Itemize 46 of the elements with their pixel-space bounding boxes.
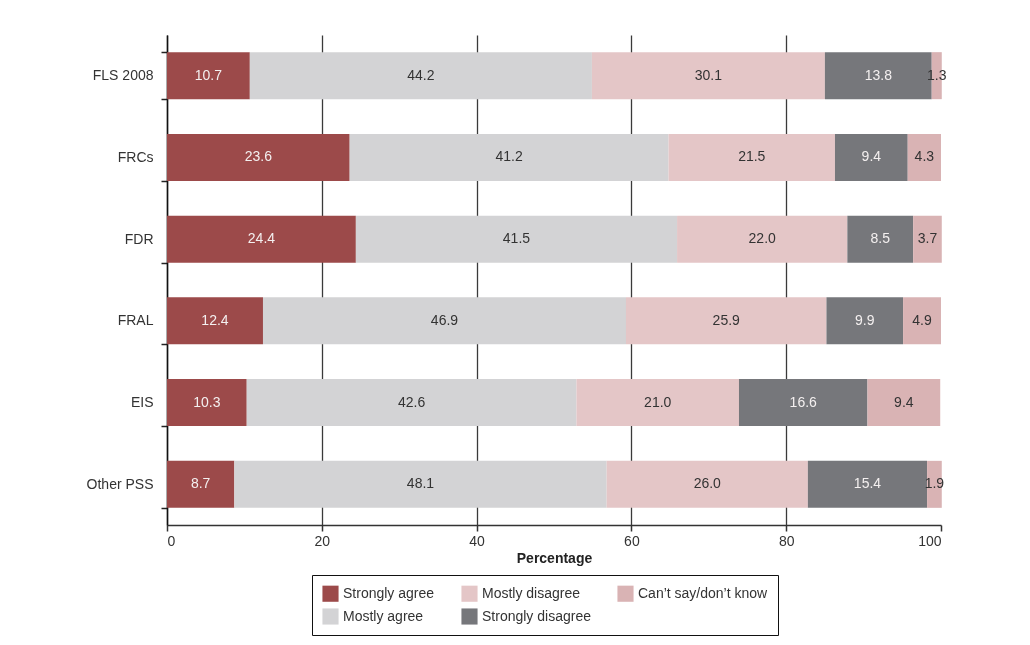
y-tick-label: FDR bbox=[124, 230, 154, 247]
legend-label: Can’t say/don’t know bbox=[638, 584, 769, 601]
x-tick-label: 40 bbox=[469, 532, 486, 549]
legend-label: Strongly agree bbox=[343, 584, 435, 601]
x-axis-title: Percentage bbox=[516, 549, 593, 566]
legend-label: Mostly agree bbox=[343, 607, 424, 624]
x-tick-label: 100 bbox=[918, 532, 942, 549]
data-label: 8.5 bbox=[870, 230, 891, 247]
data-label: 13.8 bbox=[864, 66, 893, 83]
x-tick-label: 0 bbox=[167, 532, 176, 549]
data-label: 10.3 bbox=[193, 393, 221, 410]
data-label: 25.9 bbox=[712, 311, 741, 328]
data-label: 10.7 bbox=[194, 66, 223, 83]
legend-label: Mostly disagree bbox=[482, 584, 581, 601]
x-tick-label: 80 bbox=[778, 532, 795, 549]
y-tick-label: Other PSS bbox=[86, 475, 154, 492]
legend-label: Strongly disagree bbox=[482, 607, 592, 624]
data-label: 41.5 bbox=[502, 230, 531, 247]
data-label: 8.7 bbox=[190, 475, 211, 492]
y-tick-label: FRAL bbox=[117, 312, 154, 329]
data-label: 24.4 bbox=[247, 230, 276, 247]
data-label: 4.9 bbox=[912, 311, 932, 328]
data-label: 23.6 bbox=[244, 148, 273, 165]
data-label: 46.9 bbox=[430, 311, 459, 328]
y-tick-label: EIS bbox=[130, 394, 154, 411]
data-label: 44.2 bbox=[407, 66, 435, 83]
data-label: 42.6 bbox=[397, 393, 426, 410]
data-label: 4.3 bbox=[914, 148, 935, 165]
data-label: 15.4 bbox=[853, 475, 882, 492]
data-label: 30.1 bbox=[694, 66, 723, 83]
data-label: 9.4 bbox=[861, 148, 882, 165]
data-label: 3.7 bbox=[917, 230, 938, 247]
data-label: 21.5 bbox=[738, 148, 766, 165]
x-tick-label: 20 bbox=[314, 532, 331, 549]
data-label: 26.0 bbox=[693, 475, 722, 492]
data-label: 22.0 bbox=[748, 230, 777, 247]
data-label: 12.4 bbox=[201, 311, 229, 328]
data-label: 41.2 bbox=[495, 148, 523, 165]
data-label: 21.0 bbox=[644, 393, 672, 410]
x-tick-label: 60 bbox=[624, 532, 640, 549]
data-label: 9.9 bbox=[855, 311, 875, 328]
y-tick-label: FLS 2008 bbox=[92, 67, 154, 84]
data-label: 48.1 bbox=[406, 475, 435, 492]
y-tick-label: FRCs bbox=[117, 148, 154, 165]
data-label: 9.4 bbox=[894, 393, 914, 410]
data-label: 16.6 bbox=[789, 393, 818, 410]
